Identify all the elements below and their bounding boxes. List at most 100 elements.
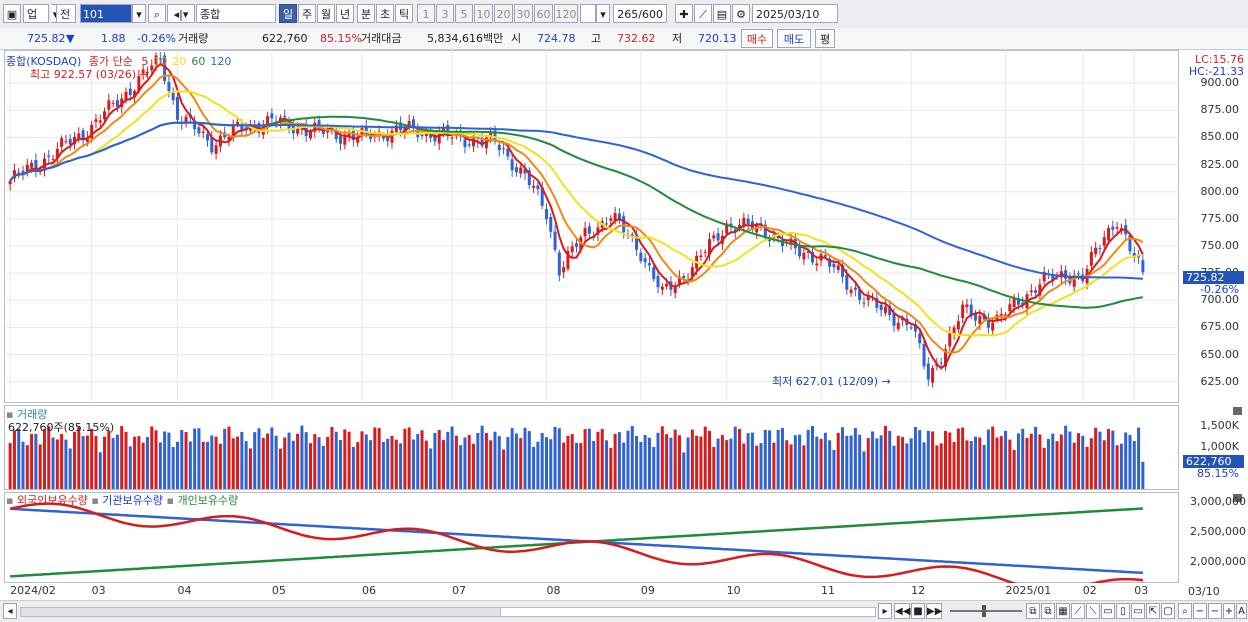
tool-icon-7[interactable]: ▯ bbox=[1116, 603, 1130, 619]
zoom-in-icon[interactable]: + bbox=[1223, 603, 1235, 619]
legend-ma-10[interactable]: 10 bbox=[153, 55, 168, 68]
min-arrow-icon: → bbox=[881, 375, 891, 388]
tool-icon-8[interactable]: ▭ bbox=[1131, 603, 1145, 619]
legend-institution[interactable]: 기관보유수량 bbox=[102, 494, 164, 507]
candle bbox=[961, 300, 965, 324]
window-icon[interactable]: ▣ bbox=[3, 4, 21, 23]
interval-custom-input[interactable] bbox=[580, 4, 596, 23]
candle bbox=[141, 65, 145, 80]
holding-panel-close-icon[interactable] bbox=[1233, 494, 1242, 502]
candle bbox=[472, 132, 476, 153]
legend-ma-type[interactable]: 종가 단순 bbox=[88, 55, 133, 68]
price-change-pct: -0.26% bbox=[137, 32, 176, 45]
legend-ma-60[interactable]: 60 bbox=[191, 55, 206, 68]
tool-icon-10[interactable]: ▢ bbox=[1161, 603, 1175, 619]
tool-icon-4[interactable]: ⟋ bbox=[1071, 603, 1085, 619]
period-day-button[interactable]: 일 bbox=[279, 4, 297, 23]
zoom-out-icon[interactable]: − bbox=[1193, 603, 1207, 619]
scroll-thumb[interactable] bbox=[500, 607, 876, 617]
legend-ma-120[interactable]: 120 bbox=[210, 55, 232, 68]
interval-30-button[interactable]: 30 bbox=[514, 4, 533, 23]
period-second-button[interactable]: 초 bbox=[376, 4, 394, 23]
market-select[interactable]: 업 bbox=[23, 4, 49, 23]
volume-bar bbox=[892, 445, 896, 489]
interval-5-button[interactable]: 5 bbox=[455, 4, 473, 23]
interval-3-button[interactable]: 3 bbox=[436, 4, 454, 23]
minus-icon[interactable]: − bbox=[1208, 603, 1222, 619]
volume-bar bbox=[167, 432, 171, 489]
candle bbox=[107, 93, 111, 117]
code-input[interactable]: 101 bbox=[80, 4, 132, 23]
tool-icon-6[interactable]: ▭ bbox=[1101, 603, 1115, 619]
volume-bar bbox=[729, 438, 733, 489]
rewind-icon[interactable]: ◀◀ bbox=[894, 603, 910, 619]
save-icon[interactable]: ▤ bbox=[713, 4, 731, 23]
candle bbox=[497, 140, 501, 157]
holding-chart[interactable] bbox=[4, 492, 1179, 583]
period-tick-button[interactable]: 틱 bbox=[395, 4, 413, 23]
tool-icon-9[interactable]: ⇱ bbox=[1146, 603, 1160, 619]
volume-bar bbox=[523, 427, 527, 489]
stop-icon[interactable]: ■ bbox=[911, 603, 925, 619]
legend-ma-20[interactable]: 20 bbox=[172, 55, 187, 68]
zoom-search-icon[interactable]: ⌕ bbox=[1178, 603, 1192, 619]
volume-panel-close-icon[interactable] bbox=[1233, 407, 1242, 415]
volume-bar bbox=[308, 443, 312, 489]
code-dropdown-icon[interactable]: ▾ bbox=[132, 4, 146, 23]
eval-button[interactable]: 평 bbox=[815, 29, 835, 48]
scroll-left-icon[interactable]: ◂ bbox=[3, 603, 17, 619]
volume-chart[interactable] bbox=[4, 405, 1179, 490]
trend-line-icon[interactable]: ⟋ bbox=[694, 4, 712, 23]
forward-icon[interactable]: ▶▶ bbox=[926, 603, 942, 619]
scroll-track[interactable] bbox=[20, 607, 502, 617]
volume-bar bbox=[369, 440, 373, 489]
price-tick-label: 675.00 bbox=[1200, 320, 1240, 334]
tool-icon-5[interactable]: ⟍ bbox=[1086, 603, 1100, 619]
interval-1-button[interactable]: 1 bbox=[417, 4, 435, 23]
candle bbox=[532, 179, 536, 193]
legend-foreign[interactable]: 외국인보유수량 bbox=[16, 494, 88, 507]
volume-bar bbox=[514, 433, 518, 489]
volume-bar bbox=[647, 437, 651, 489]
chart-tools-icon[interactable]: ✚ bbox=[675, 4, 693, 23]
legend-ma-5[interactable]: 5 bbox=[141, 55, 149, 68]
zoom-slider-handle[interactable] bbox=[982, 605, 986, 617]
count-field[interactable]: 265/600 bbox=[613, 4, 667, 23]
volume-bar bbox=[1089, 438, 1093, 489]
period-week-button[interactable]: 주 bbox=[298, 4, 316, 23]
volume-bar bbox=[952, 442, 956, 489]
gear-icon[interactable]: ⚙ bbox=[732, 4, 750, 23]
volume-bar bbox=[759, 443, 763, 489]
date-field[interactable]: 2025/03/10 bbox=[752, 4, 838, 23]
search-icon[interactable]: ⌕ bbox=[148, 4, 166, 23]
legend-index-name[interactable]: 종합(KOSDAQ) bbox=[6, 55, 82, 68]
interval-10-button[interactable]: 10 bbox=[474, 4, 493, 23]
prev-select[interactable]: 전 bbox=[56, 4, 76, 23]
zoom-slider[interactable] bbox=[950, 610, 1022, 612]
interval-60-button[interactable]: 60 bbox=[534, 4, 553, 23]
interval-120-button[interactable]: 120 bbox=[554, 4, 578, 23]
font-size-icon[interactable]: A bbox=[1236, 603, 1247, 619]
period-year-button[interactable]: 년 bbox=[336, 4, 354, 23]
sound-icon[interactable]: ◂|▾ bbox=[167, 4, 195, 23]
legend-individual[interactable]: 개인보유수량 bbox=[177, 494, 239, 507]
volume-bar bbox=[85, 435, 89, 489]
volume-bar bbox=[519, 438, 523, 489]
volume-legend-label[interactable]: 거래량 bbox=[16, 408, 48, 421]
tool-icon-3[interactable]: ▦ bbox=[1056, 603, 1070, 619]
price-chart[interactable] bbox=[4, 50, 1179, 403]
scroll-right-icon[interactable]: ▸ bbox=[878, 603, 892, 619]
period-minute-button[interactable]: 분 bbox=[357, 4, 375, 23]
interval-dropdown-icon[interactable]: ▾ bbox=[596, 4, 610, 23]
candle bbox=[626, 229, 630, 239]
volume-bar bbox=[497, 436, 501, 489]
volume-bar bbox=[832, 449, 836, 489]
period-month-button[interactable]: 월 bbox=[317, 4, 335, 23]
tool-icon-2[interactable]: ⧉ bbox=[1041, 603, 1055, 619]
candle bbox=[1038, 278, 1042, 302]
sell-button[interactable]: 매도 bbox=[777, 29, 811, 48]
buy-button[interactable]: 매수 bbox=[741, 29, 773, 48]
interval-20-button[interactable]: 20 bbox=[494, 4, 513, 23]
tool-icon-1[interactable]: ⧉ bbox=[1026, 603, 1040, 619]
volume-bar bbox=[343, 429, 347, 489]
